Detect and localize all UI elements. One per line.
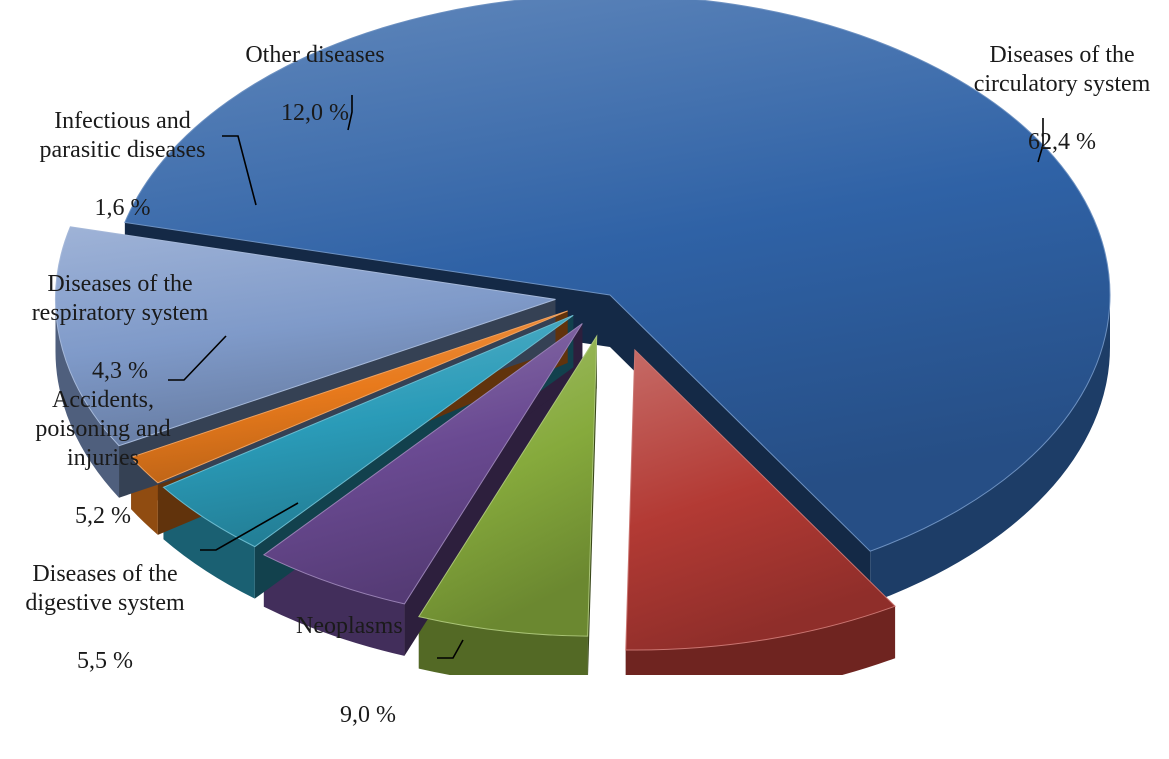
slice-circulatory-rim <box>870 295 1110 604</box>
slice-tops <box>54 0 1111 651</box>
slice-circulatory <box>124 0 1111 552</box>
slice-label-digestive: Diseases of the digestive system 5,5 % <box>25 561 185 674</box>
leader-circulatory <box>1037 118 1044 163</box>
leader-neoplasms <box>437 639 464 659</box>
slice-accidents-rim <box>263 554 405 656</box>
slice-digestive-rim <box>418 616 588 675</box>
leader-accidents <box>168 335 227 381</box>
slice-label-accidents: Accidents, poisoning and injuries 5,2 % <box>35 387 171 529</box>
slice-other-rim <box>55 299 120 498</box>
slice-neoplasms <box>625 348 896 651</box>
slice-label-other: Other diseases 12,0 % <box>245 42 385 126</box>
slice-label-circulatory: Diseases of the circulatory system 62,4 … <box>973 42 1151 155</box>
leader-digestive <box>200 502 299 551</box>
leader-infectious <box>222 135 257 206</box>
slice-label-respiratory: Diseases of the respiratory system 4,3 % <box>31 271 209 384</box>
leader-other <box>347 95 353 131</box>
slice-digestive <box>418 334 598 637</box>
slice-label-neoplasms: Neoplasms 9,0 % <box>296 613 403 728</box>
slice-respiratory <box>162 314 574 548</box>
leader-lines <box>168 95 1044 659</box>
slice-label-infectious: Infectious and parasitic diseases 1,6 % <box>39 108 206 221</box>
slice-accidents <box>262 323 583 605</box>
slice-infectious <box>130 310 568 484</box>
pie-chart <box>54 0 1111 675</box>
slice-other <box>54 226 556 447</box>
